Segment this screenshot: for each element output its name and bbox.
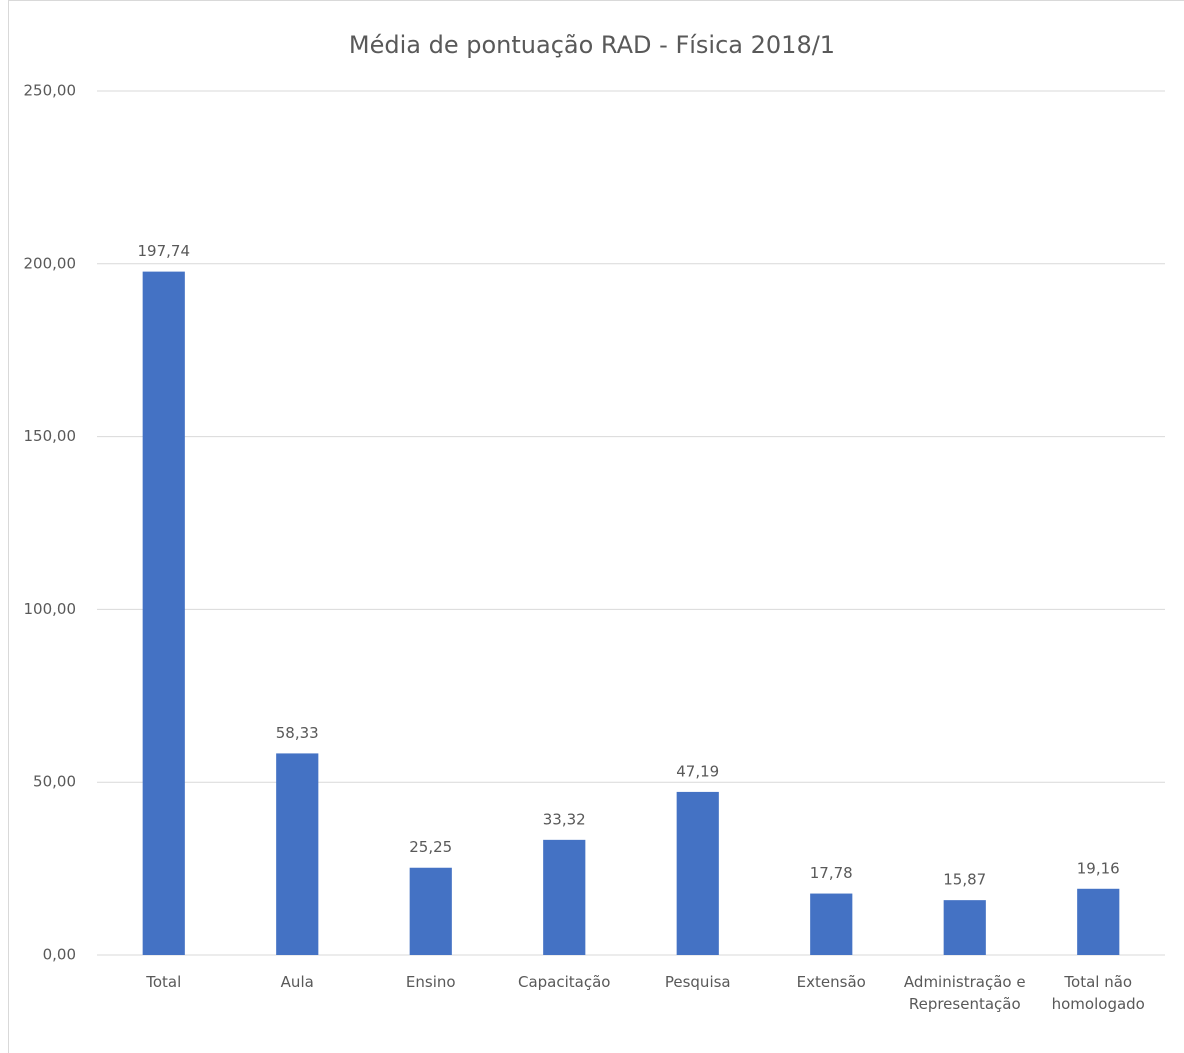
- x-tick-label: Ensino: [405, 973, 456, 991]
- y-tick-label: 250,00: [24, 82, 77, 100]
- y-tick-label: 200,00: [24, 254, 77, 272]
- bar: [810, 893, 853, 955]
- bar: [409, 867, 452, 955]
- bar: [276, 753, 319, 955]
- x-tick-label: Total: [146, 973, 182, 991]
- value-label: 197,74: [138, 242, 191, 260]
- bar: [142, 271, 185, 955]
- x-tick-label: Extensão: [796, 973, 866, 991]
- x-tick-label: Capacitação: [518, 973, 611, 991]
- value-label: 15,87: [943, 871, 986, 889]
- y-tick-label: 50,00: [33, 773, 76, 791]
- y-tick-label: 100,00: [24, 600, 77, 618]
- x-tick-label: Aula: [280, 973, 314, 991]
- chart-title: Média de pontuação RAD - Física 2018/1: [349, 31, 835, 59]
- value-label: 17,78: [810, 864, 853, 882]
- y-tick-label: 0,00: [43, 946, 76, 964]
- value-label: 33,32: [543, 810, 586, 828]
- x-tick-label: Pesquisa: [664, 973, 731, 991]
- bar: [943, 900, 986, 955]
- bar: [676, 791, 719, 955]
- y-tick-label: 150,00: [24, 427, 77, 445]
- value-label: 47,19: [676, 762, 719, 780]
- value-label: 58,33: [276, 724, 319, 742]
- bar: [1077, 888, 1120, 955]
- bar: [543, 839, 586, 955]
- x-tick-label: Total não homologado: [1051, 973, 1145, 1013]
- value-label: 19,16: [1077, 859, 1120, 877]
- x-tick-label: Administração e Representação: [903, 973, 1026, 1013]
- value-label: 25,25: [409, 838, 452, 856]
- chart-border: [8, 0, 1184, 1053]
